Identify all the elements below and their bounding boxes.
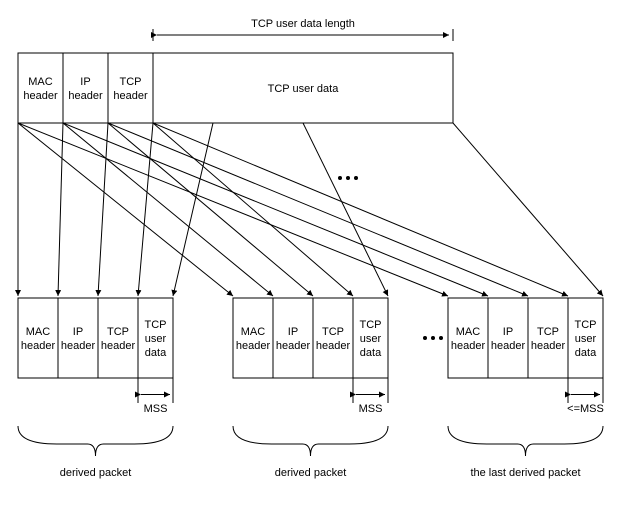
mac-header [18,53,63,123]
label: MAC [241,326,266,338]
label: header [68,90,103,102]
label: header [113,90,148,102]
label: user [575,333,597,345]
pkt1-hdr0 [233,298,273,378]
label: TCP [322,326,344,338]
mss-label: MSS [359,403,383,415]
label: header [23,90,58,102]
pkt0-hdr0 [18,298,58,378]
label: user [360,333,382,345]
packet-caption: derived packet [275,467,347,479]
label: data [145,347,167,359]
label: data [360,347,382,359]
packet-caption: the last derived packet [470,467,580,479]
title: TCP user data length [251,18,355,30]
label: header [451,340,486,352]
label: header [101,340,136,352]
pkt2-hdr2 [528,298,568,378]
label: MAC [456,326,481,338]
label: IP [288,326,298,338]
label: IP [503,326,513,338]
label: data [575,347,597,359]
tcp-segmentation-diagram: TCP user data length MAC header IP header TCP… [8,8,629,514]
label: header [276,340,311,352]
pkt0-hdr1 [58,298,98,378]
pkt2-hdr0 [448,298,488,378]
packet-caption: derived packet [60,467,132,479]
label: header [236,340,271,352]
label: TCP [575,319,597,331]
label: MAC [28,76,53,88]
pkt2-hdr1 [488,298,528,378]
label: TCP user data [268,83,340,95]
pkt0-hdr2 [98,298,138,378]
ip-header [63,53,108,123]
label: IP [73,326,83,338]
label: header [21,340,56,352]
mss-label: <=MSS [567,403,604,415]
label: header [531,340,566,352]
label: header [491,340,526,352]
label: TCP [145,319,167,331]
pkt1-hdr2 [313,298,353,378]
label: TCP [360,319,382,331]
label: user [145,333,167,345]
pkt1-hdr1 [273,298,313,378]
tcp-header [108,53,153,123]
label: TCP [537,326,559,338]
label: TCP [120,76,142,88]
label: header [316,340,351,352]
label: IP [80,76,90,88]
mss-label: MSS [144,403,168,415]
label: header [61,340,96,352]
label: MAC [26,326,51,338]
label: TCP [107,326,129,338]
